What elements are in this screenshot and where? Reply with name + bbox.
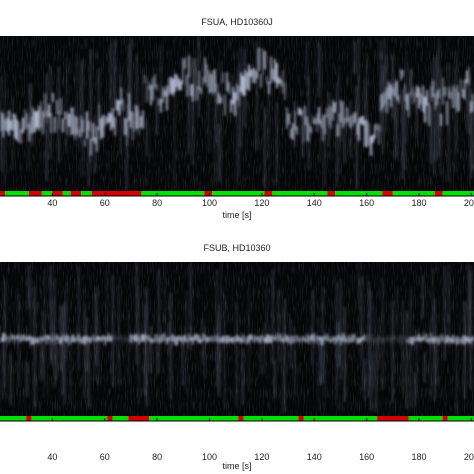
x-tick-label: 180 xyxy=(411,198,426,208)
status-segment-ok xyxy=(212,191,265,196)
panel-1-title: FSUA, HD10360J xyxy=(201,17,273,27)
x-tick-label: 140 xyxy=(307,452,322,462)
status-segment-ok xyxy=(272,191,328,196)
panel-2-xlabel: time [s] xyxy=(222,461,252,471)
status-segment-bad xyxy=(434,191,443,196)
x-tick-label: 80 xyxy=(152,452,162,462)
status-segment-bad xyxy=(70,191,82,196)
status-segment-bad xyxy=(107,416,113,421)
x-tick-label: 160 xyxy=(359,452,374,462)
status-segment-ok xyxy=(243,416,299,421)
status-segment-bad xyxy=(28,191,42,196)
x-tick-label: 120 xyxy=(254,198,269,208)
status-segment-bad xyxy=(382,191,393,196)
panel-2-title: FSUB, HD10360 xyxy=(203,243,271,253)
status-segment-ok xyxy=(62,191,71,196)
x-tick-label: 160 xyxy=(359,198,374,208)
x-tick-label: 40 xyxy=(47,198,57,208)
status-segment-ok xyxy=(41,191,53,196)
fringe-signal xyxy=(0,36,474,190)
panel-2-plot: 40 60 80 100 120 140 160 180 200 xyxy=(0,262,474,462)
x-tick-label: 40 xyxy=(47,452,57,462)
panel-1-plot: 40 60 80 100 120 140 160 180 200 xyxy=(0,36,474,208)
x-tick-label: 100 xyxy=(202,452,217,462)
x-tick-label: 60 xyxy=(100,198,110,208)
status-segment-bad xyxy=(26,416,32,421)
fringe-signal xyxy=(0,262,474,415)
status-segment-bad xyxy=(128,416,150,421)
status-segment-ok xyxy=(5,191,29,196)
status-segment-bad xyxy=(377,416,409,421)
status-segment-ok xyxy=(392,191,435,196)
x-tick-label: 80 xyxy=(152,198,162,208)
status-segment-ok xyxy=(0,416,27,421)
status-segment-ok xyxy=(408,416,443,421)
x-tick-label: 60 xyxy=(100,452,110,462)
x-tick-label: 100 xyxy=(202,198,217,208)
x-tick-label: 140 xyxy=(307,198,322,208)
status-segment-bad xyxy=(0,191,6,196)
status-segment-ok xyxy=(112,416,129,421)
x-tick-label: 120 xyxy=(254,452,269,462)
x-tick-label: 180 xyxy=(411,452,426,462)
x-tick-label: 200 xyxy=(464,198,474,208)
status-segment-bad xyxy=(264,191,273,196)
status-segment-ok xyxy=(149,416,239,421)
status-segment-ok xyxy=(335,191,383,196)
status-segment-bad xyxy=(442,416,448,421)
status-segment-bad xyxy=(238,416,244,421)
panel-1-xlabel: time [s] xyxy=(222,210,252,220)
status-segment-bad xyxy=(327,191,336,196)
status-segment-bad xyxy=(91,191,142,196)
status-segment-ok xyxy=(442,191,474,196)
status-segment-bad xyxy=(52,191,63,196)
status-segment-ok xyxy=(81,191,92,196)
status-segment-bad xyxy=(204,191,213,196)
status-segment-ok xyxy=(303,416,378,421)
status-segment-ok xyxy=(31,416,108,421)
status-segment-ok xyxy=(447,416,474,421)
x-tick-label: 200 xyxy=(464,452,474,462)
status-segment-ok xyxy=(141,191,205,196)
status-segment-bad xyxy=(298,416,304,421)
